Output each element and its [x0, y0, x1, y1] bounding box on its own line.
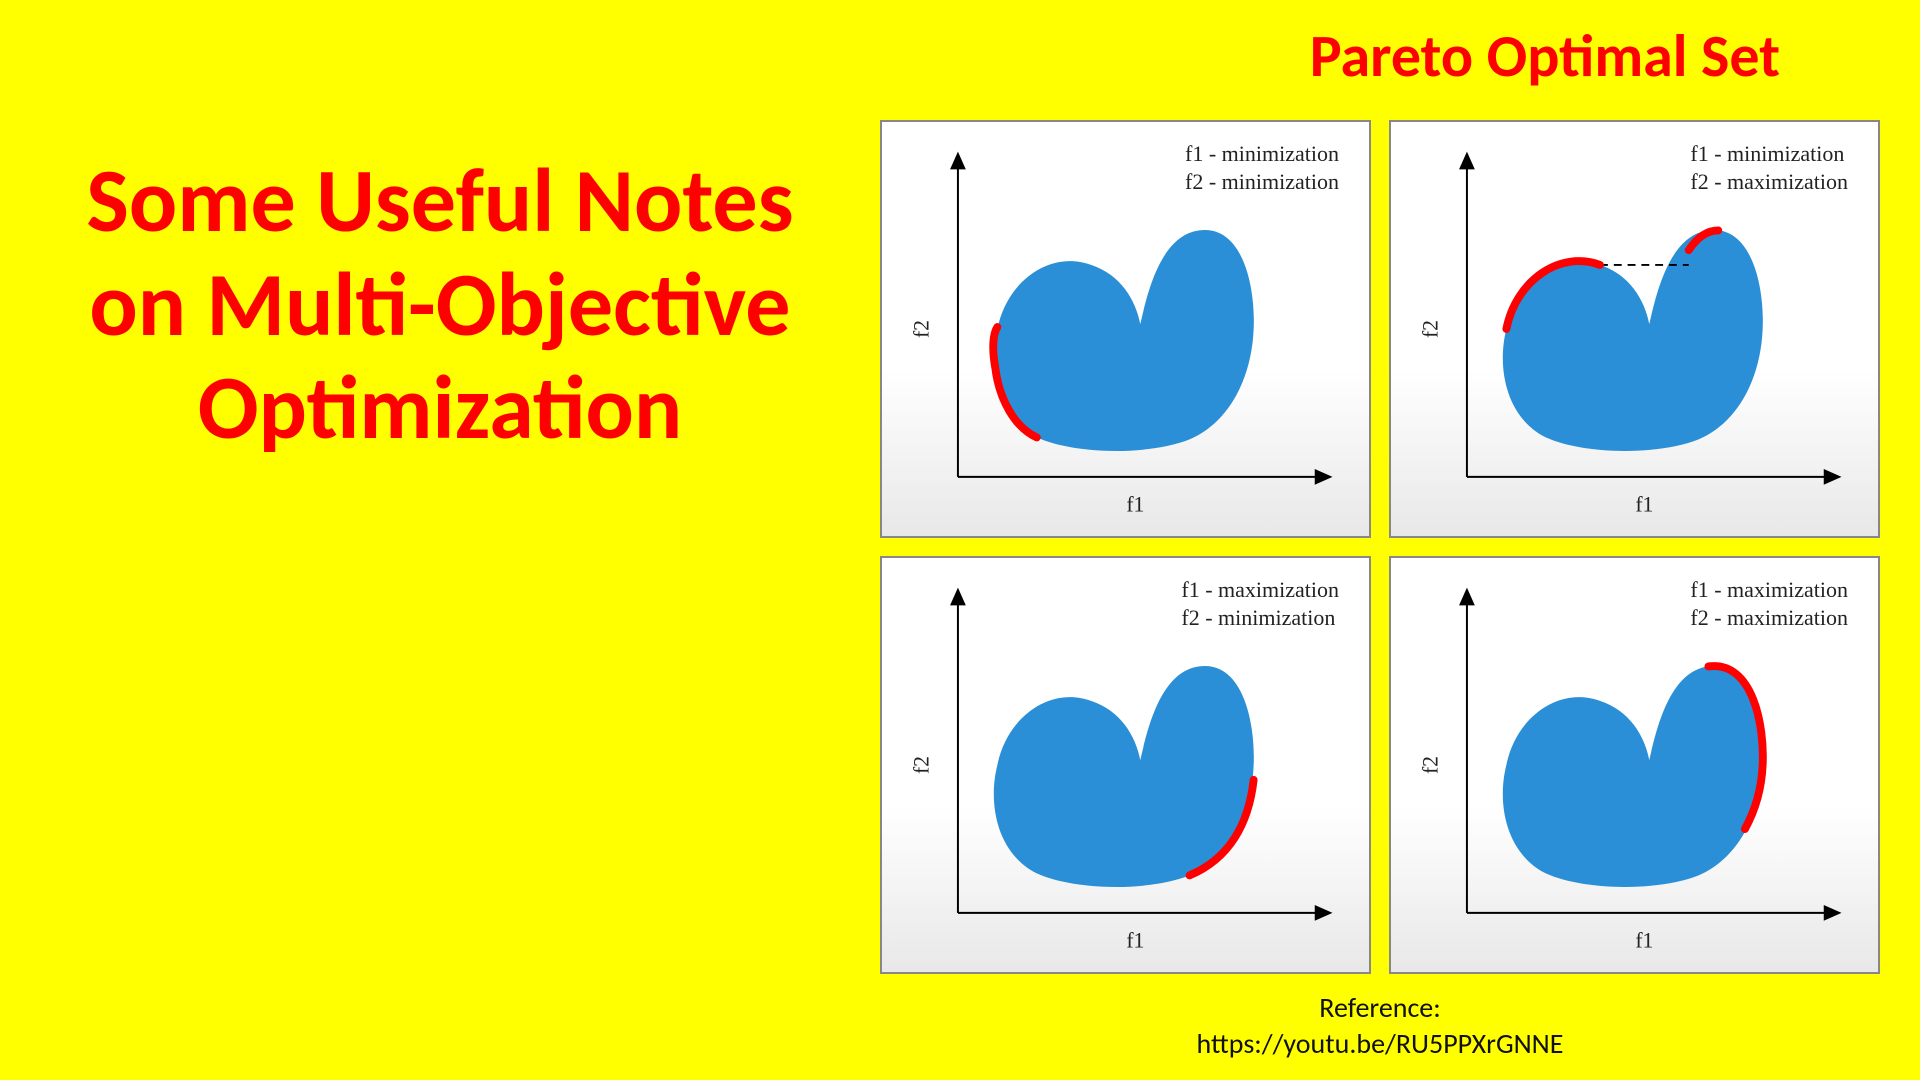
- chart-grid: f1f2f1 - minimizationf2 - minimizationf1…: [880, 120, 1880, 974]
- y-axis-label: f2: [909, 320, 933, 338]
- y-axis-label: f2: [1418, 756, 1442, 774]
- panel-label-line1: f1 - minimization: [1185, 140, 1339, 168]
- panel-label-line1: f1 - maximization: [1690, 576, 1848, 604]
- panel-objective-label: f1 - maximizationf2 - maximization: [1690, 576, 1848, 631]
- section-header: Pareto Optimal Set: [1310, 20, 1780, 93]
- x-axis-label: f1: [1635, 928, 1653, 952]
- panel-objective-label: f1 - minimizationf2 - maximization: [1690, 140, 1848, 195]
- slide: Some Useful Notes on Multi-Objective Opt…: [0, 0, 1920, 1080]
- feasible-region-shape: [1503, 666, 1763, 887]
- chart-panel-0: f1 f2 f1 - minimizationf2 - minimization: [880, 120, 1371, 538]
- panel-label-line2: f2 - maximization: [1690, 168, 1848, 196]
- y-axis-label: f2: [909, 756, 933, 774]
- chart-panel-3: f1 f2 f1 - maximizationf2 - maximization: [1389, 556, 1880, 974]
- reference-block: Reference: https://youtu.be/RU5PPXrGNNE: [880, 990, 1880, 1063]
- panel-label-line2: f2 - minimization: [1181, 604, 1339, 632]
- x-axis-label: f1: [1126, 928, 1144, 952]
- reference-url: https://youtu.be/RU5PPXrGNNE: [880, 1026, 1880, 1062]
- x-axis-label: f1: [1126, 492, 1144, 516]
- panel-label-line2: f2 - minimization: [1185, 168, 1339, 196]
- feasible-region-shape: [994, 230, 1254, 451]
- feasible-region-shape: [1503, 230, 1763, 451]
- reference-label: Reference:: [880, 990, 1880, 1026]
- panel-objective-label: f1 - maximizationf2 - minimization: [1181, 576, 1339, 631]
- x-axis-label: f1: [1635, 492, 1653, 516]
- chart-panel-1: f1 f2 f1 - minimizationf2 - maximization: [1389, 120, 1880, 538]
- panel-label-line1: f1 - minimization: [1690, 140, 1848, 168]
- feasible-region-shape: [994, 666, 1254, 887]
- panel-objective-label: f1 - minimizationf2 - minimization: [1185, 140, 1339, 195]
- y-axis-label: f2: [1418, 320, 1442, 338]
- main-title: Some Useful Notes on Multi-Objective Opt…: [40, 150, 840, 461]
- chart-panel-2: f1 f2 f1 - maximizationf2 - minimization: [880, 556, 1371, 974]
- panel-label-line2: f2 - maximization: [1690, 604, 1848, 632]
- panel-label-line1: f1 - maximization: [1181, 576, 1339, 604]
